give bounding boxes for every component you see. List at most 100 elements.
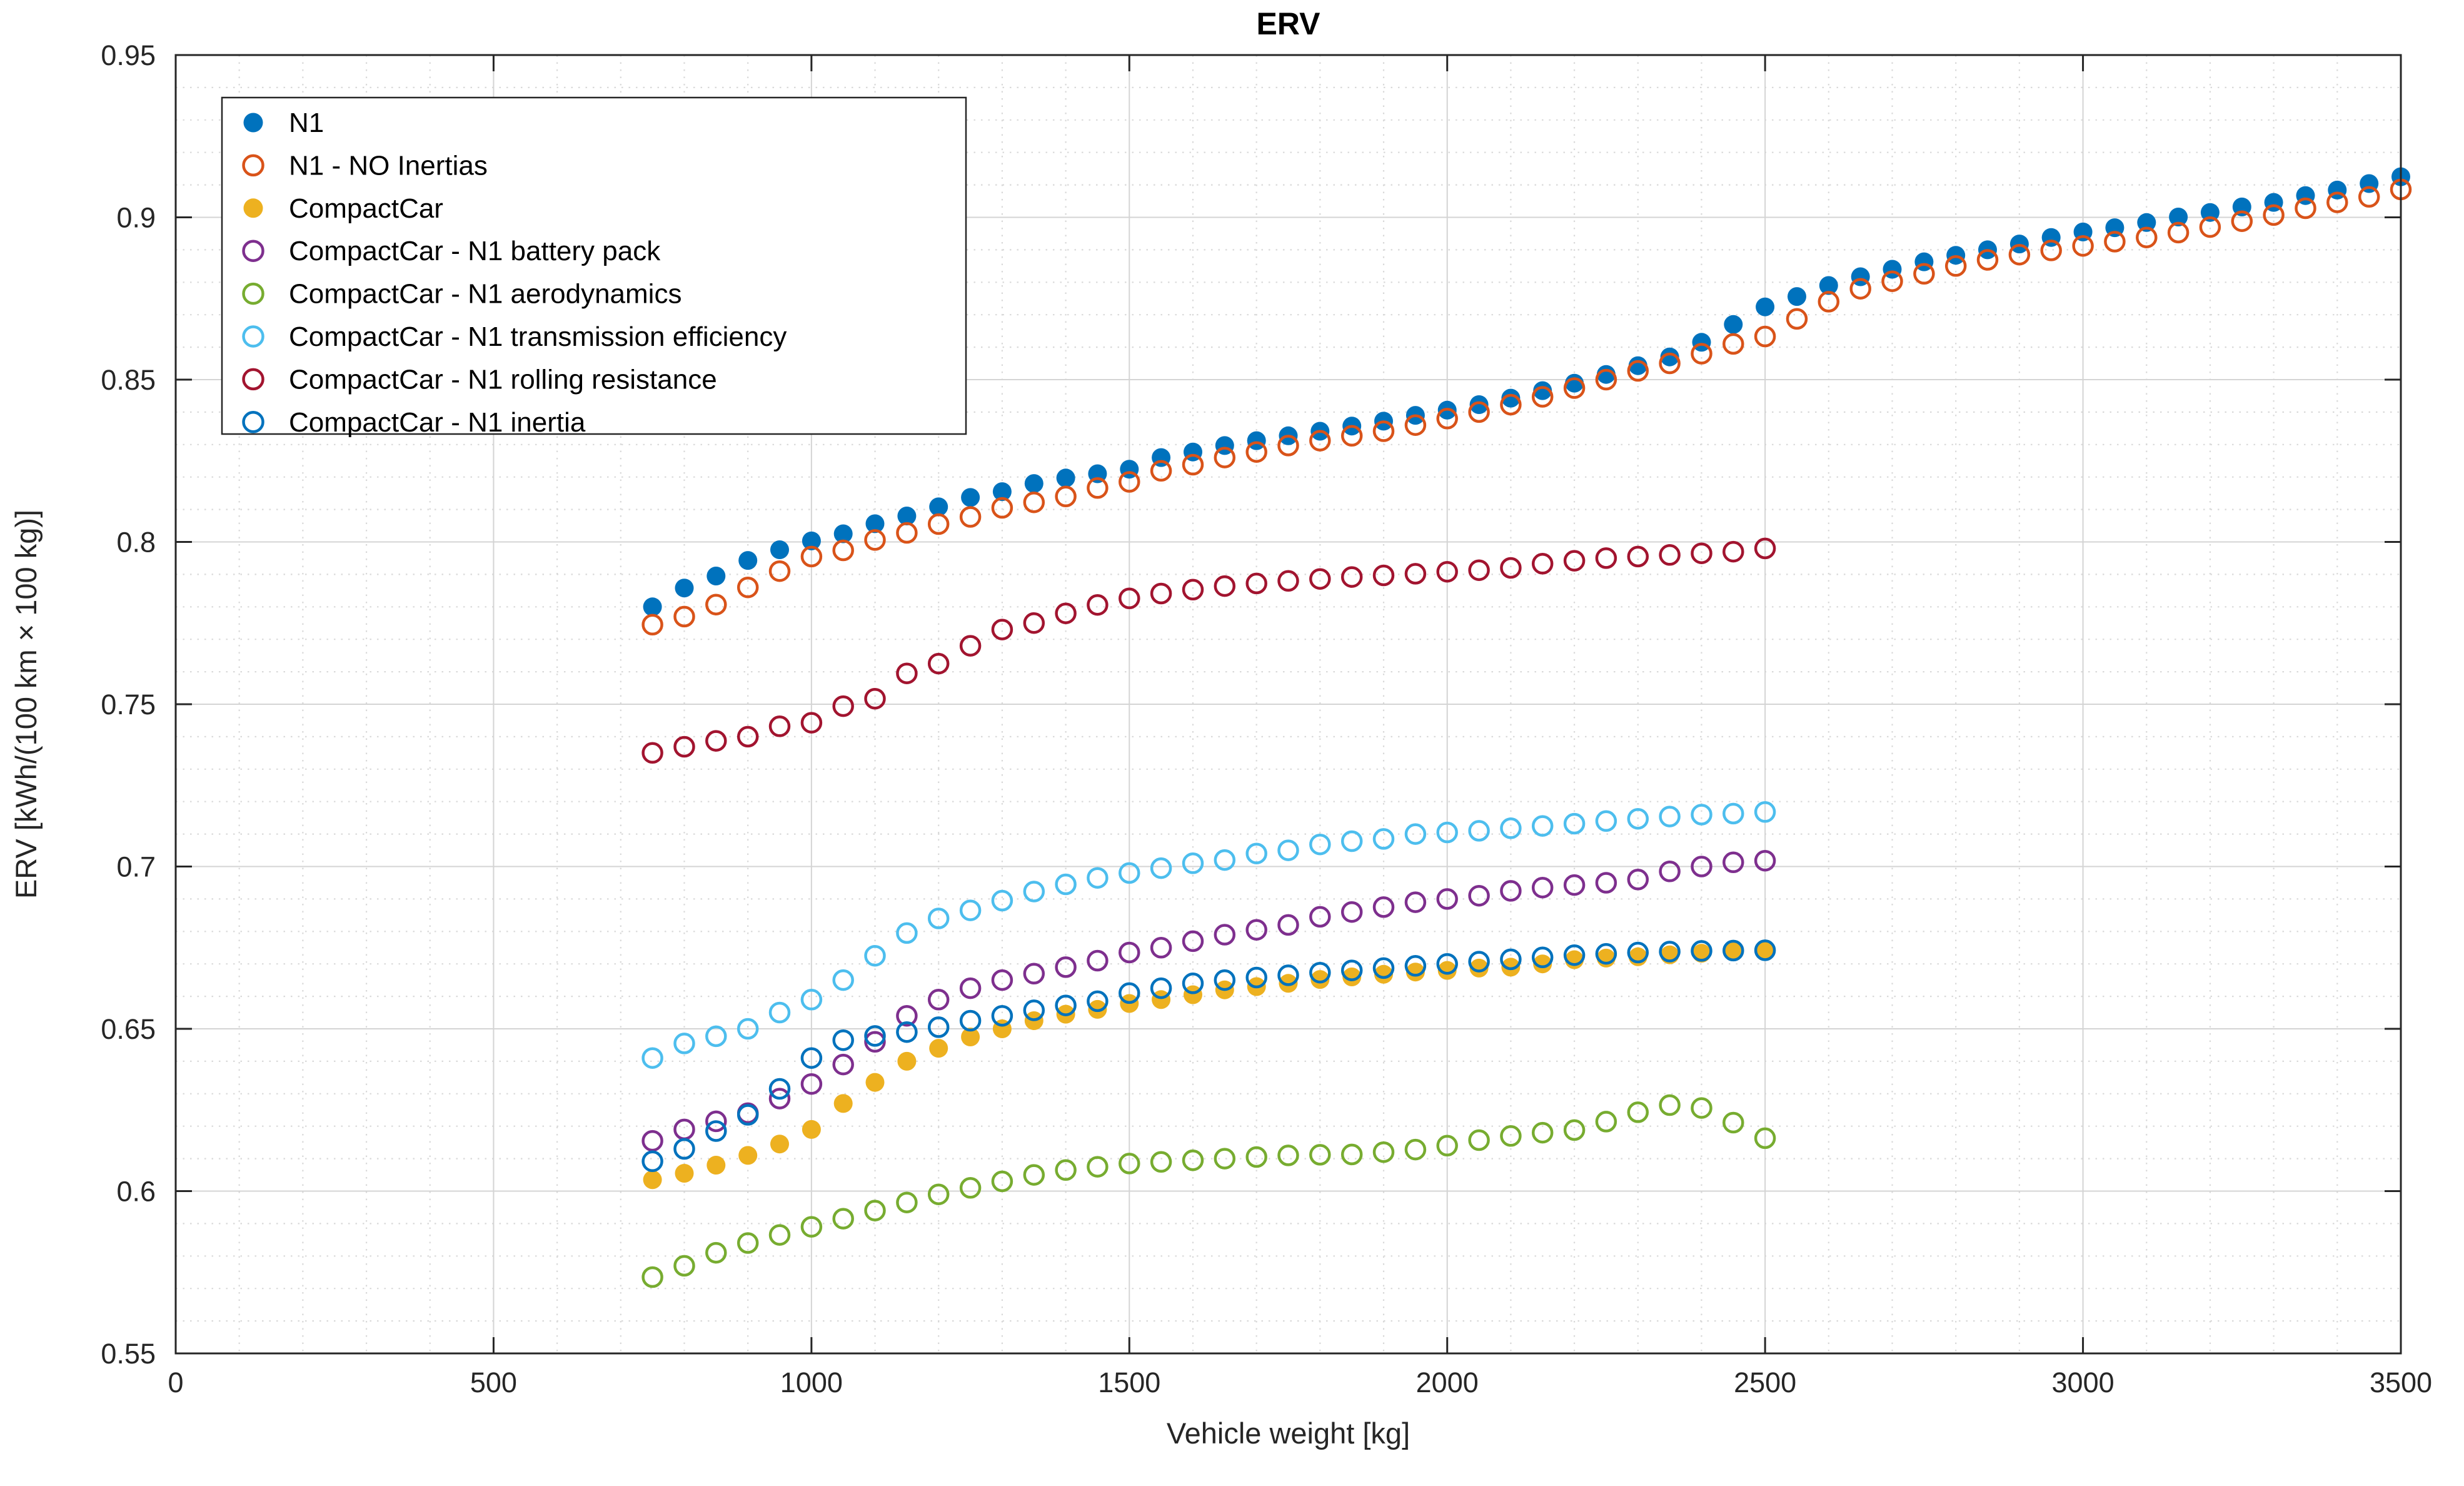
data-point: [1849, 278, 1871, 300]
data-point: [1754, 537, 1776, 560]
data-point: [2358, 186, 2380, 208]
data-point: [1055, 994, 1077, 1016]
legend-item-label: N1 - NO Inertias: [289, 150, 488, 181]
data-point: [1754, 849, 1776, 872]
data-point: [1754, 939, 1776, 961]
data-point: [1724, 315, 1743, 334]
data-point: [1436, 953, 1458, 975]
data-point: [865, 514, 885, 533]
data-point: [1818, 291, 1840, 313]
data-point: [1182, 852, 1204, 874]
data-point: [897, 507, 917, 525]
data-point: [641, 1047, 663, 1069]
data-point: [1182, 930, 1204, 953]
data-point: [991, 969, 1013, 991]
data-point: [1309, 1144, 1331, 1166]
data-point: [1372, 957, 1395, 979]
data-point: [673, 735, 695, 758]
data-point: [1119, 587, 1140, 610]
data-point: [961, 488, 980, 507]
data-point: [1659, 806, 1681, 827]
data-point: [1087, 1156, 1109, 1178]
data-point: [737, 576, 759, 599]
data-point: [832, 1208, 854, 1230]
data-point: [1659, 861, 1681, 882]
data-point: [929, 1039, 948, 1058]
data-point: [1627, 545, 1649, 568]
x-axis-label: Vehicle weight [kg]: [1167, 1417, 1410, 1450]
data-point: [1722, 939, 1744, 962]
data-point: [1023, 963, 1045, 985]
legend-item-label: CompactCar - N1 rolling resistance: [289, 364, 717, 395]
data-point: [991, 1170, 1013, 1193]
data-point: [1277, 914, 1299, 936]
data-point: [1245, 919, 1267, 941]
data-point: [1277, 1145, 1299, 1166]
data-point: [927, 907, 950, 929]
data-point: [1342, 968, 1362, 986]
data-point: [800, 989, 823, 1011]
data-point: [1214, 969, 1236, 991]
legend-item-compactcar-n1-inertia: CompactCar - N1 inertia: [242, 407, 586, 438]
data-point: [959, 635, 982, 657]
data-point: [1468, 559, 1490, 581]
data-point: [1245, 842, 1267, 864]
data-point: [1404, 891, 1427, 913]
data-point: [832, 539, 854, 562]
data-point: [1500, 948, 1522, 971]
data-point: [1533, 954, 1552, 974]
data-point: [1277, 964, 1299, 986]
data-point: [1372, 564, 1395, 587]
data-point: [673, 1118, 695, 1141]
data-point: [896, 922, 918, 944]
data-point: [1691, 856, 1712, 877]
legend-item-label: CompactCar - N1 battery pack: [289, 236, 661, 266]
data-point: [705, 594, 727, 615]
legend-item-compactcar-n1-transmission-efficiency: CompactCar - N1 transmission efficiency: [242, 321, 787, 352]
x-tick-label: 1000: [780, 1367, 843, 1398]
data-point: [1563, 550, 1586, 572]
data-point: [1214, 575, 1236, 597]
data-point: [643, 1170, 662, 1190]
data-point: [770, 540, 789, 559]
data-point: [865, 1073, 885, 1092]
data-point: [1150, 977, 1172, 999]
data-point: [1372, 896, 1395, 918]
y-tick-label: 0.75: [101, 689, 156, 720]
data-point: [1404, 414, 1427, 436]
chart-title: ERV: [1257, 6, 1321, 41]
data-point: [705, 1110, 727, 1133]
x-tick-label: 2500: [1734, 1367, 1796, 1398]
data-point: [1563, 944, 1586, 966]
data-point: [1944, 255, 1967, 277]
data-point: [1374, 964, 1393, 984]
data-point: [641, 1130, 663, 1152]
data-point: [1055, 1159, 1077, 1181]
data-point: [1436, 888, 1458, 910]
data-point: [800, 1073, 823, 1095]
data-point: [1182, 1149, 1204, 1171]
series-compactcar-n1-battery-pack: [641, 849, 1776, 1152]
y-tick-label: 0.8: [116, 527, 156, 559]
data-point: [1150, 1151, 1172, 1173]
data-point: [1309, 568, 1331, 590]
legend-box: [221, 96, 967, 435]
series-compactcar: [643, 941, 1775, 1190]
data-point: [1691, 804, 1712, 826]
data-point: [1533, 381, 1552, 400]
data-point: [1309, 430, 1331, 452]
data-point: [1659, 352, 1681, 375]
legend-item-label: CompactCar - N1 transmission efficiency: [289, 321, 787, 352]
data-point: [1468, 884, 1490, 907]
data-point: [896, 662, 918, 684]
data-point: [2072, 235, 2094, 257]
data-point: [1436, 821, 1458, 844]
data-point: [959, 977, 982, 999]
data-point: [991, 889, 1013, 912]
data-point: [961, 1028, 980, 1046]
data-point: [800, 545, 823, 568]
data-point: [832, 695, 854, 717]
data-point: [1500, 393, 1522, 416]
legend-item-label: N1: [289, 108, 324, 138]
data-point: [833, 524, 853, 543]
